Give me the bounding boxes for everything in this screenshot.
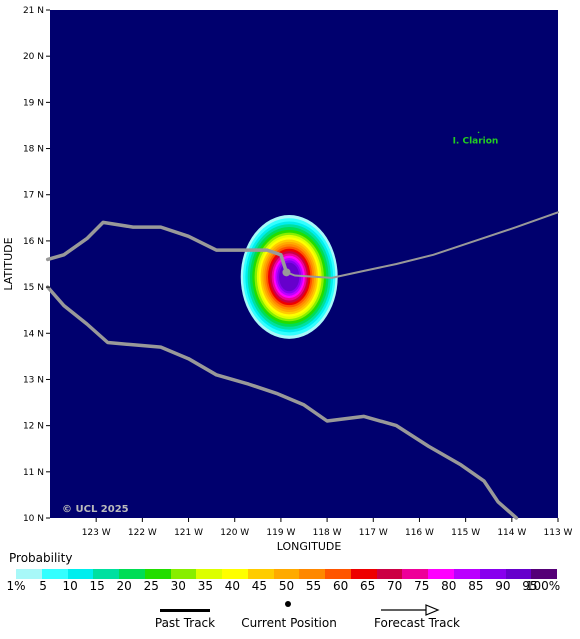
legend-swatch-8 <box>222 569 248 579</box>
forecast-track-symbol <box>381 604 440 616</box>
legend-label: 15 <box>89 579 105 593</box>
current-position-symbol <box>285 601 291 607</box>
lat-tick-label: 16 N <box>23 237 44 247</box>
past-track-symbol <box>160 609 210 612</box>
legend-swatch-18 <box>479 569 506 579</box>
legend-swatch-16 <box>428 569 455 579</box>
legend-label: 45 <box>251 579 268 593</box>
forecast-track-label: Forecast Track <box>374 616 460 630</box>
lon-tick-label: 119 W <box>266 528 295 538</box>
lon-tick-label: 118 W <box>313 528 342 538</box>
legend-swatch-20 <box>531 569 558 579</box>
legend-swatch-4 <box>119 569 145 579</box>
lon-tick-label: 115 W <box>451 528 480 538</box>
lat-tick-label: 13 N <box>23 375 44 385</box>
legend-label: 100% <box>525 579 561 593</box>
lat-tick-label: 15 N <box>23 283 44 293</box>
legend-label: 1% <box>6 579 26 593</box>
legend-label: 90 <box>495 579 511 593</box>
legend-swatch-17 <box>454 569 480 579</box>
legend-swatch-9 <box>247 569 274 579</box>
legend-swatch-15 <box>402 569 429 579</box>
legend-label: 95 <box>522 579 538 593</box>
legend-label: 20 <box>116 579 132 593</box>
legend-swatch-12 <box>325 569 351 579</box>
legend-swatch-3 <box>93 569 120 579</box>
legend-label: 5 <box>39 579 47 593</box>
legend-label: 50 <box>278 579 295 593</box>
storm-tracks <box>45 211 559 520</box>
lat-tick-label: 17 N <box>23 191 44 201</box>
lat-tick-label: 10 N <box>23 514 44 524</box>
legend-swatch-14 <box>376 569 403 579</box>
place-dot <box>477 131 480 134</box>
legend-swatch-11 <box>299 569 326 579</box>
legend-swatch-0 <box>16 569 42 579</box>
lon-tick-label: 122 W <box>128 528 157 538</box>
copyright-label: © UCL 2025 <box>62 504 129 515</box>
y-axis-title: LATITUDE <box>2 237 15 290</box>
track-a <box>45 220 289 275</box>
legend-swatch-10 <box>273 569 300 579</box>
track-b <box>285 211 559 279</box>
legend-swatch-7 <box>196 569 223 579</box>
lon-tick-label: 113 W <box>544 528 573 538</box>
lat-tick-label: 21 N <box>23 6 44 16</box>
probability-map: I. Clarion 123 W 122 W 121 W 120 W 119 W 118 … <box>2 6 573 553</box>
lon-tick-label: 114 W <box>497 528 526 538</box>
axis-ticks: 123 W 122 W 121 W 120 W 119 W 118 W 117 W 116 W… <box>23 6 573 538</box>
lat-tick-label: 11 N <box>23 468 44 478</box>
current-position-label: Current Position <box>241 616 337 630</box>
legend-label: 25 <box>143 579 159 593</box>
lat-tick-label: 14 N <box>23 329 44 339</box>
legend-label: 75 <box>414 579 430 593</box>
lat-tick-label: 12 N <box>23 422 44 432</box>
legend-swatch-5 <box>144 569 171 579</box>
place-labels: I. Clarion <box>453 131 499 146</box>
legend-label: 40 <box>224 579 241 593</box>
legend-swatch-1 <box>41 569 68 579</box>
legend-label: 80 <box>441 579 457 593</box>
legend-label: 60 <box>332 579 349 593</box>
place-label: I. Clarion <box>453 136 499 146</box>
lat-tick-label: 20 N <box>23 52 44 62</box>
legend-swatch-6 <box>170 569 197 579</box>
legend-label: 35 <box>197 579 213 593</box>
legend-label: 85 <box>468 579 484 593</box>
lon-tick-label: 117 W <box>359 528 388 538</box>
legend-label: 70 <box>387 579 403 593</box>
legend-label: 10 <box>62 579 78 593</box>
lon-tick-label: 121 W <box>174 528 203 538</box>
probability-color-bar <box>16 569 558 579</box>
x-axis-title: LONGITUDE <box>277 540 342 553</box>
lon-tick-label: 116 W <box>405 528 434 538</box>
lat-tick-label: 19 N <box>23 98 44 108</box>
legend-title: Probability <box>9 551 73 565</box>
legend-swatch-19 <box>505 569 532 579</box>
legend-label: 30 <box>170 579 186 593</box>
lon-tick-label: 120 W <box>220 528 249 538</box>
current-position-marker <box>282 268 291 277</box>
track-c <box>45 285 519 520</box>
lon-tick-label: 123 W <box>82 528 111 538</box>
probability-ring-95 <box>279 262 300 292</box>
lat-tick-label: 18 N <box>23 145 44 155</box>
legend-label: 55 <box>305 579 322 593</box>
past-track-label: Past Track <box>154 616 216 630</box>
legend-swatch-2 <box>67 569 94 579</box>
legend-swatch-13 <box>350 569 377 579</box>
legend-label: 65 <box>360 579 376 593</box>
